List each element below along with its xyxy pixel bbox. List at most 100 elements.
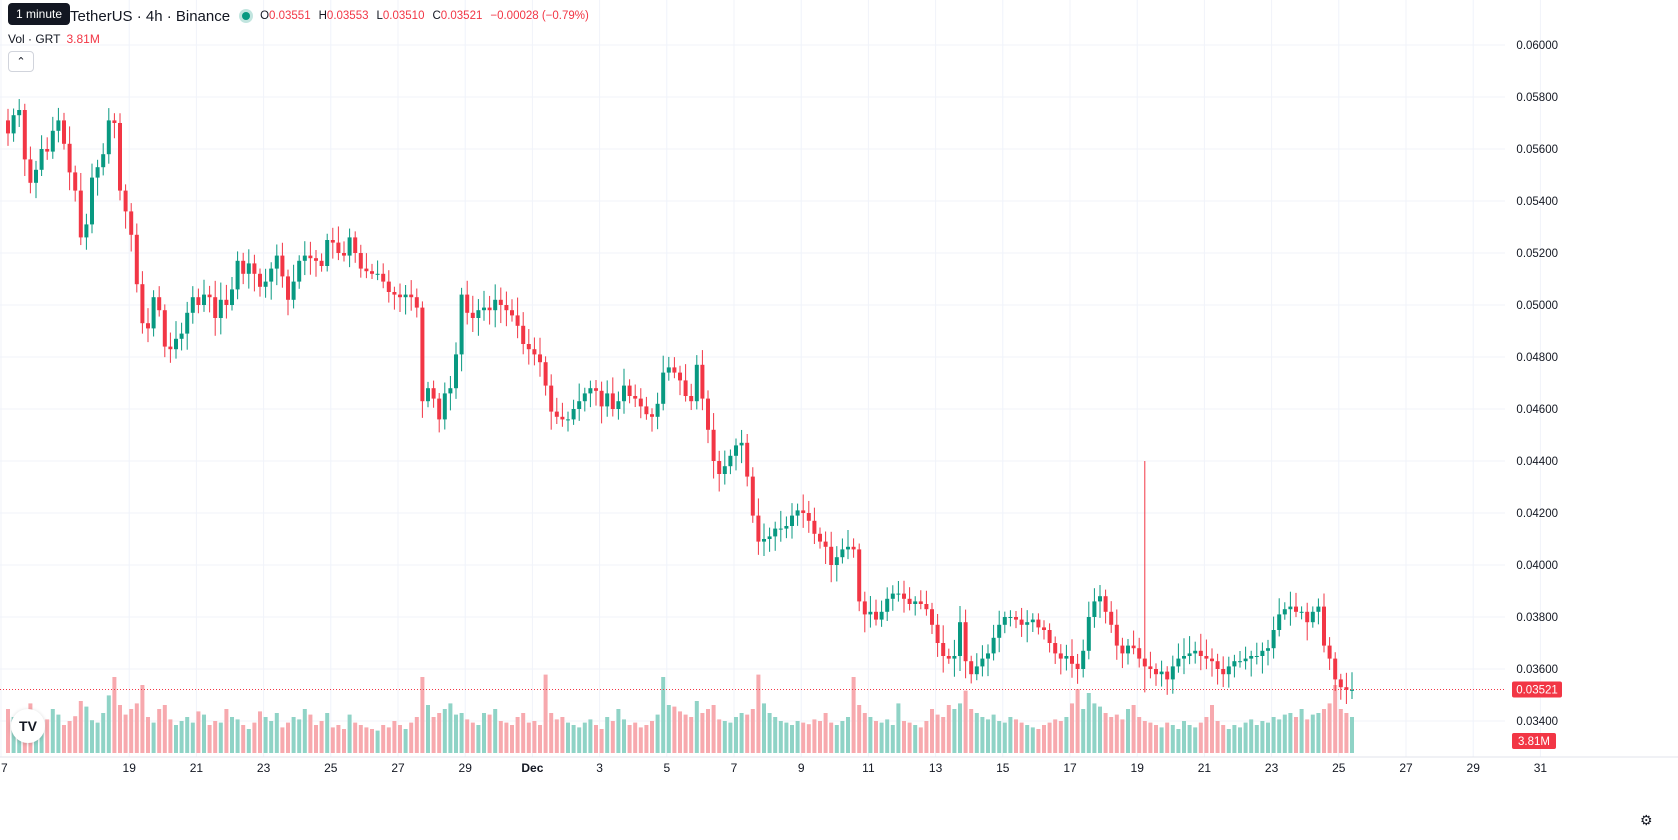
candle-body[interactable]: [1008, 617, 1013, 618]
candle-body[interactable]: [1282, 609, 1287, 615]
candle-body[interactable]: [1322, 606, 1326, 646]
candle-body[interactable]: [896, 593, 901, 595]
candle-body[interactable]: [627, 385, 632, 396]
candle-body[interactable]: [1299, 611, 1304, 613]
candle-body[interactable]: [549, 385, 554, 412]
candle-body[interactable]: [1198, 650, 1203, 656]
candle-body[interactable]: [846, 546, 850, 550]
candle-body[interactable]: [1159, 671, 1164, 675]
candle-body[interactable]: [17, 110, 22, 116]
candle-body[interactable]: [739, 442, 744, 446]
candle-body[interactable]: [1002, 617, 1007, 625]
candle-body[interactable]: [1187, 653, 1192, 656]
candle-body[interactable]: [734, 445, 738, 456]
candle-body[interactable]: [286, 276, 290, 300]
candle-body[interactable]: [1120, 645, 1125, 654]
candle-body[interactable]: [1277, 614, 1282, 630]
candle-body[interactable]: [45, 149, 50, 152]
candle-body[interactable]: [392, 292, 397, 295]
candle-body[interactable]: [1064, 656, 1069, 659]
candle-body[interactable]: [823, 541, 828, 547]
candle-body[interactable]: [678, 372, 682, 381]
candle-body[interactable]: [263, 281, 268, 287]
candle-body[interactable]: [1238, 661, 1242, 663]
candle-body[interactable]: [666, 367, 671, 373]
candle-body[interactable]: [812, 520, 817, 534]
candle-body[interactable]: [610, 393, 615, 409]
candle-body[interactable]: [302, 255, 307, 261]
candle-body[interactable]: [1081, 650, 1086, 669]
candle-body[interactable]: [353, 237, 358, 253]
candle-body[interactable]: [420, 307, 425, 402]
candle-body[interactable]: [806, 513, 811, 521]
candle-body[interactable]: [795, 510, 800, 516]
candle-body[interactable]: [224, 299, 229, 305]
candle-body[interactable]: [1221, 669, 1226, 675]
candle-body[interactable]: [95, 167, 100, 178]
candle-body[interactable]: [1070, 656, 1074, 664]
candle-body[interactable]: [655, 403, 660, 417]
candle-body[interactable]: [924, 604, 929, 610]
candle-body[interactable]: [336, 242, 341, 253]
candle-body[interactable]: [1182, 656, 1186, 659]
candle-body[interactable]: [582, 393, 587, 402]
candle-body[interactable]: [650, 414, 654, 417]
candle-body[interactable]: [280, 255, 285, 277]
candle-body[interactable]: [330, 240, 335, 243]
candle-body[interactable]: [118, 123, 122, 191]
candle-body[interactable]: [252, 263, 257, 274]
candle-body[interactable]: [454, 354, 458, 389]
candle-body[interactable]: [577, 401, 582, 409]
candle-body[interactable]: [123, 190, 128, 212]
candle-body[interactable]: [1204, 656, 1209, 659]
candle-body[interactable]: [28, 159, 33, 183]
candle-body[interactable]: [554, 411, 559, 417]
candle-body[interactable]: [969, 661, 974, 675]
candle-body[interactable]: [829, 546, 834, 565]
candle-body[interactable]: [633, 396, 638, 399]
candle-body[interactable]: [907, 598, 912, 604]
candle-body[interactable]: [756, 515, 761, 542]
candle-body[interactable]: [515, 315, 520, 326]
candle-body[interactable]: [50, 130, 55, 152]
candle-body[interactable]: [1019, 619, 1024, 625]
candle-body[interactable]: [246, 263, 251, 274]
candle-body[interactable]: [1036, 619, 1041, 628]
candle-body[interactable]: [1086, 617, 1091, 651]
candle-body[interactable]: [521, 325, 526, 344]
candle-body[interactable]: [700, 364, 705, 399]
candle-body[interactable]: [862, 601, 867, 615]
candle-body[interactable]: [465, 294, 470, 313]
candle-body[interactable]: [370, 271, 374, 274]
candle-body[interactable]: [476, 310, 481, 318]
candle-body[interactable]: [874, 611, 878, 620]
candle-body[interactable]: [1053, 643, 1058, 654]
candle-body[interactable]: [1103, 596, 1108, 612]
candle-body[interactable]: [767, 536, 772, 539]
candle-body[interactable]: [818, 533, 822, 542]
candle-body[interactable]: [235, 260, 240, 290]
candle-body[interactable]: [594, 388, 598, 391]
candle-body[interactable]: [1232, 661, 1237, 667]
candle-body[interactable]: [745, 442, 750, 477]
candle-body[interactable]: [274, 255, 279, 269]
candle-body[interactable]: [207, 294, 212, 298]
candle-body[interactable]: [706, 398, 710, 430]
candle-body[interactable]: [784, 526, 789, 529]
candle-body[interactable]: [308, 255, 313, 259]
candle-body[interactable]: [459, 294, 464, 355]
candle-body[interactable]: [1193, 650, 1198, 654]
candle-body[interactable]: [498, 299, 503, 305]
candle-body[interactable]: [162, 310, 167, 347]
candle-body[interactable]: [1288, 606, 1293, 610]
candle-body[interactable]: [661, 372, 666, 404]
candle-body[interactable]: [230, 289, 234, 305]
candle-body[interactable]: [112, 120, 117, 123]
candle-body[interactable]: [73, 172, 78, 191]
candle-body[interactable]: [241, 260, 246, 274]
candle-body[interactable]: [952, 656, 957, 659]
candle-body[interactable]: [532, 349, 537, 355]
candle-body[interactable]: [442, 393, 447, 420]
candle-body[interactable]: [902, 593, 906, 599]
